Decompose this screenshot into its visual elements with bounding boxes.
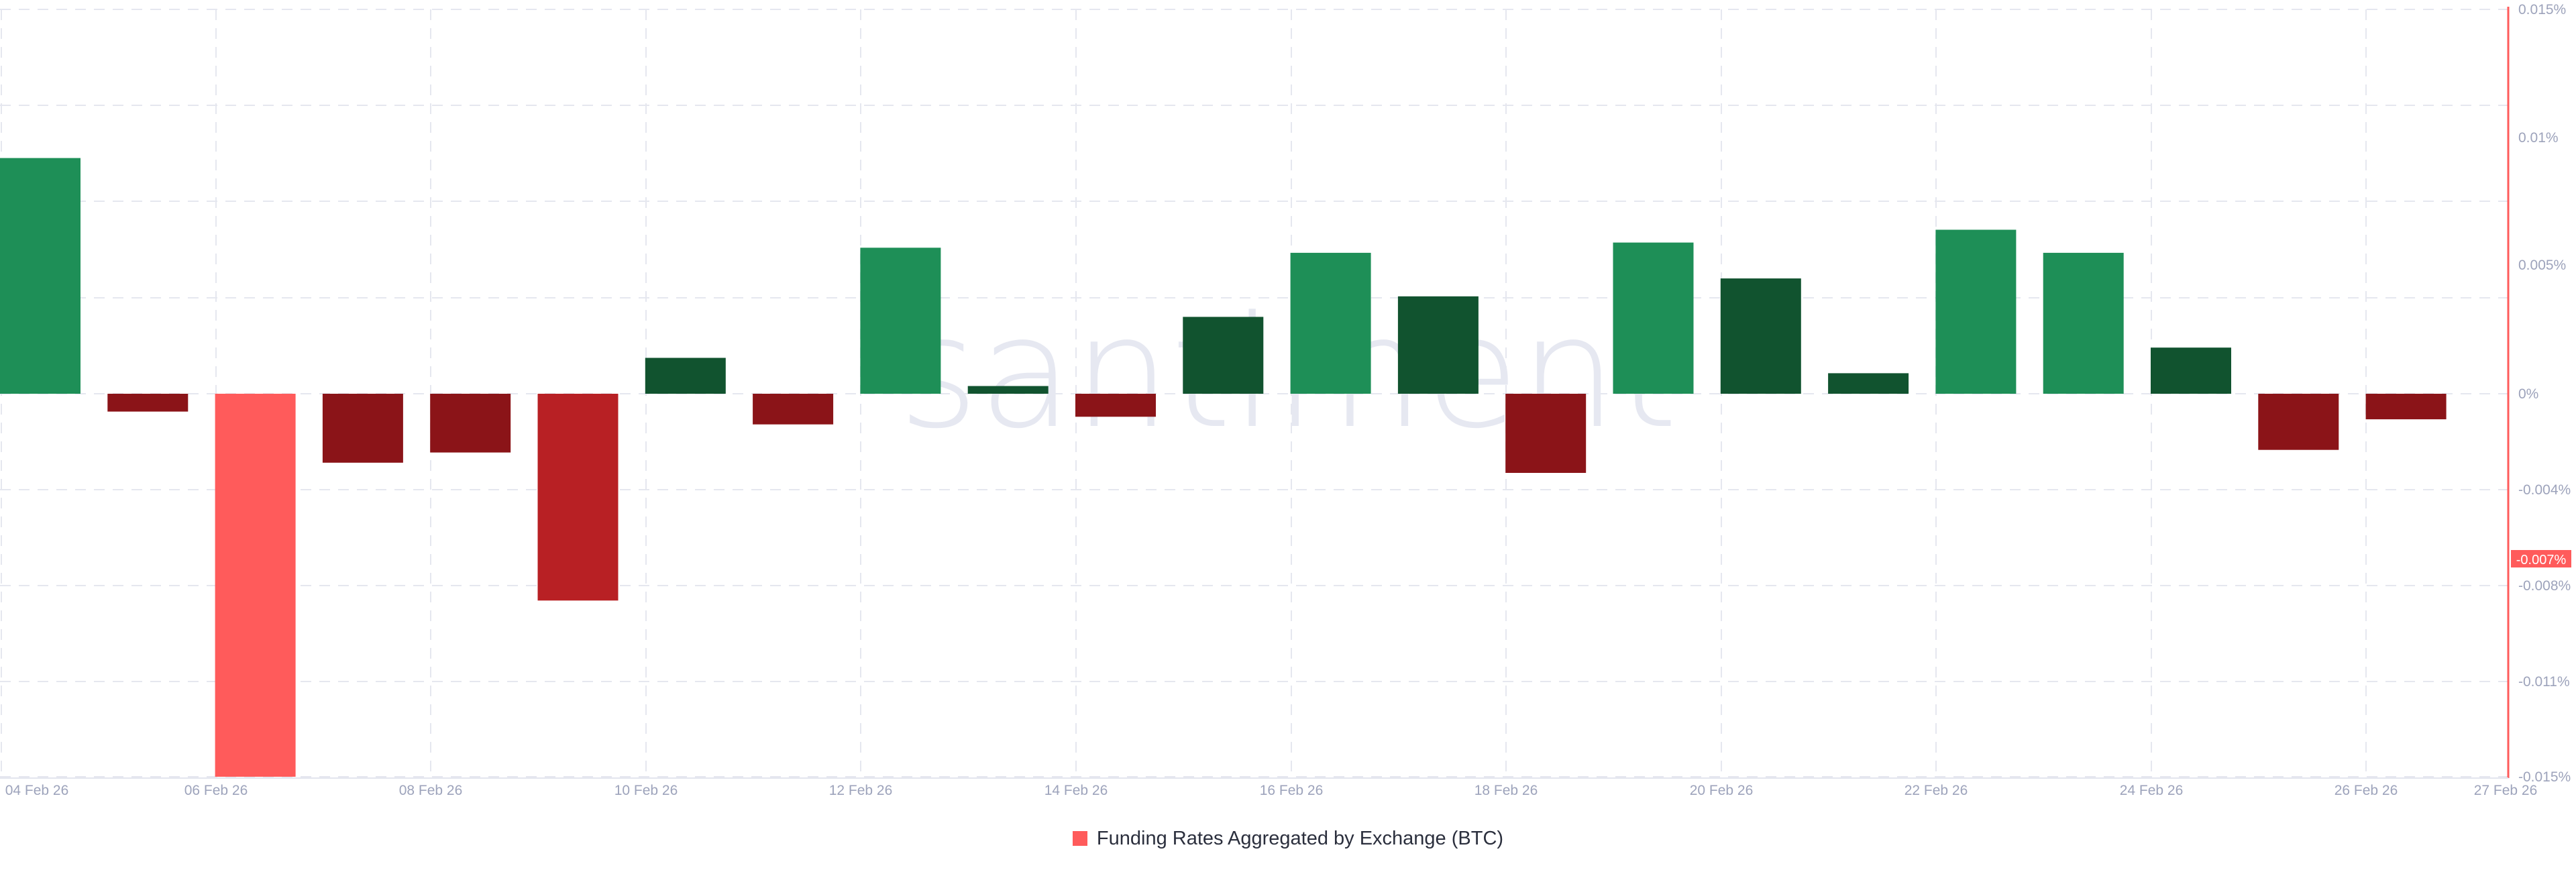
y-tick-label: 0.01% — [2518, 130, 2559, 146]
x-tick-label: 08 Feb 26 — [399, 783, 463, 798]
y-tick-label: 0.005% — [2518, 258, 2566, 273]
x-tick-label: 22 Feb 26 — [1904, 783, 1968, 798]
x-axis-ticks: 04 Feb 26 06 Feb 26 08 Feb 26 10 Feb 26 12 F… — [5, 783, 2538, 798]
x-tick-label: 12 Feb 26 — [829, 783, 893, 798]
bar[interactable] — [107, 394, 189, 412]
x-tick-label: 04 Feb 26 — [5, 783, 69, 798]
current-value-marker: -0.007% — [2511, 550, 2571, 567]
bar[interactable] — [2258, 394, 2339, 450]
x-tick-label: 26 Feb 26 — [2334, 783, 2398, 798]
current-value-badge-text: -0.007% — [2516, 553, 2567, 567]
y-tick-label: 0% — [2518, 386, 2538, 402]
bars — [0, 158, 2447, 777]
bar[interactable] — [1183, 317, 1264, 394]
legend-swatch — [1072, 831, 1087, 846]
x-tick-label: 10 Feb 26 — [614, 783, 678, 798]
axes — [0, 7, 2510, 779]
bar[interactable] — [215, 394, 296, 777]
x-tick-label: 18 Feb 26 — [1474, 783, 1538, 798]
x-tick-label: 06 Feb 26 — [184, 783, 248, 798]
y-tick-label: -0.008% — [2518, 578, 2571, 594]
bar[interactable] — [645, 358, 726, 394]
bar[interactable] — [2365, 394, 2447, 420]
bar[interactable] — [0, 158, 80, 394]
y-tick-label: -0.011% — [2518, 674, 2570, 690]
y-tick-label: -0.015% — [2518, 769, 2571, 785]
bar[interactable] — [1075, 394, 1156, 417]
y-axis-ticks: 0.015% 0.01% 0.005% 0% -0.004% -0.008% -0.011%… — [2518, 2, 2571, 785]
bar[interactable] — [860, 248, 941, 394]
bar[interactable] — [1935, 229, 2017, 394]
legend-label: Funding Rates Aggregated by Exchange (BT… — [1096, 827, 1504, 849]
bar[interactable] — [2043, 252, 2124, 394]
y-tick-label: -0.004% — [2518, 482, 2571, 498]
bar[interactable] — [2151, 347, 2231, 394]
x-tick-label: 27 Feb 26 — [2474, 783, 2538, 798]
legend[interactable]: Funding Rates Aggregated by Exchange (BT… — [0, 824, 2576, 853]
bar[interactable] — [1505, 394, 1587, 473]
bar[interactable] — [430, 394, 511, 453]
bar[interactable] — [753, 394, 834, 425]
x-tick-label: 20 Feb 26 — [1690, 783, 1754, 798]
x-tick-label: 16 Feb 26 — [1260, 783, 1324, 798]
bar[interactable] — [1290, 252, 1371, 394]
bar[interactable] — [1397, 296, 1479, 394]
bar[interactable] — [1720, 278, 1801, 394]
bar[interactable] — [322, 394, 403, 463]
bar[interactable] — [1613, 242, 1694, 394]
bar[interactable] — [1828, 373, 1909, 394]
x-tick-label: 14 Feb 26 — [1044, 783, 1108, 798]
x-tick-label: 24 Feb 26 — [2120, 783, 2184, 798]
current-value-badge — [2511, 550, 2571, 567]
bar[interactable] — [967, 386, 1049, 394]
bar[interactable] — [537, 394, 619, 601]
y-tick-label: 0.015% — [2518, 2, 2566, 17]
